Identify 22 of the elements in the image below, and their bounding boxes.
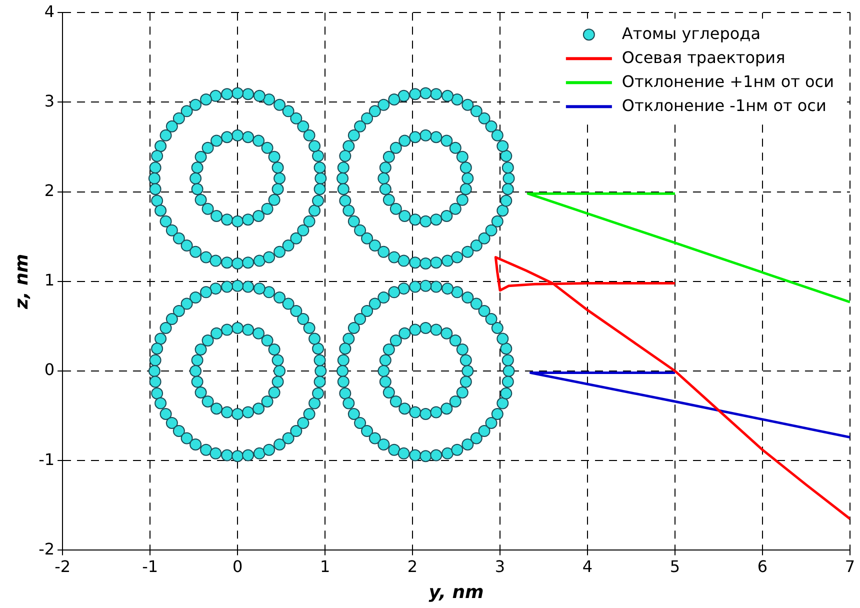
- x-tick-label: 4: [582, 556, 593, 576]
- legend-label: Отклонение +1нм от оси: [622, 72, 834, 91]
- y-tick-label: 0: [44, 360, 55, 380]
- x-tick-label: 1: [320, 556, 330, 576]
- x-tick-label: 2: [407, 556, 418, 576]
- y-tick-label: 4: [44, 2, 55, 21]
- x-tick-label: 3: [494, 556, 506, 576]
- x-tick-label: -1: [142, 556, 158, 576]
- x-axis-title: y, nm: [428, 582, 484, 603]
- legend-label: Осевая траектория: [622, 48, 786, 67]
- y-tick-label: -1: [38, 450, 55, 469]
- x-tick-label: 7: [844, 556, 856, 576]
- x-tick-label: 6: [757, 556, 768, 576]
- y-tick-label: -2: [38, 539, 55, 558]
- y-tick-label: 1: [44, 270, 55, 290]
- y-tick-label: 2: [44, 180, 55, 200]
- legend-label: Отклонение -1нм от оси: [622, 96, 826, 115]
- y-axis-title: z, nm: [11, 254, 32, 310]
- x-tick-label: 5: [670, 556, 680, 576]
- legend-label: Атомы углерода: [622, 24, 761, 43]
- x-tick-label: 0: [232, 556, 243, 576]
- y-tick-label: 3: [44, 91, 55, 110]
